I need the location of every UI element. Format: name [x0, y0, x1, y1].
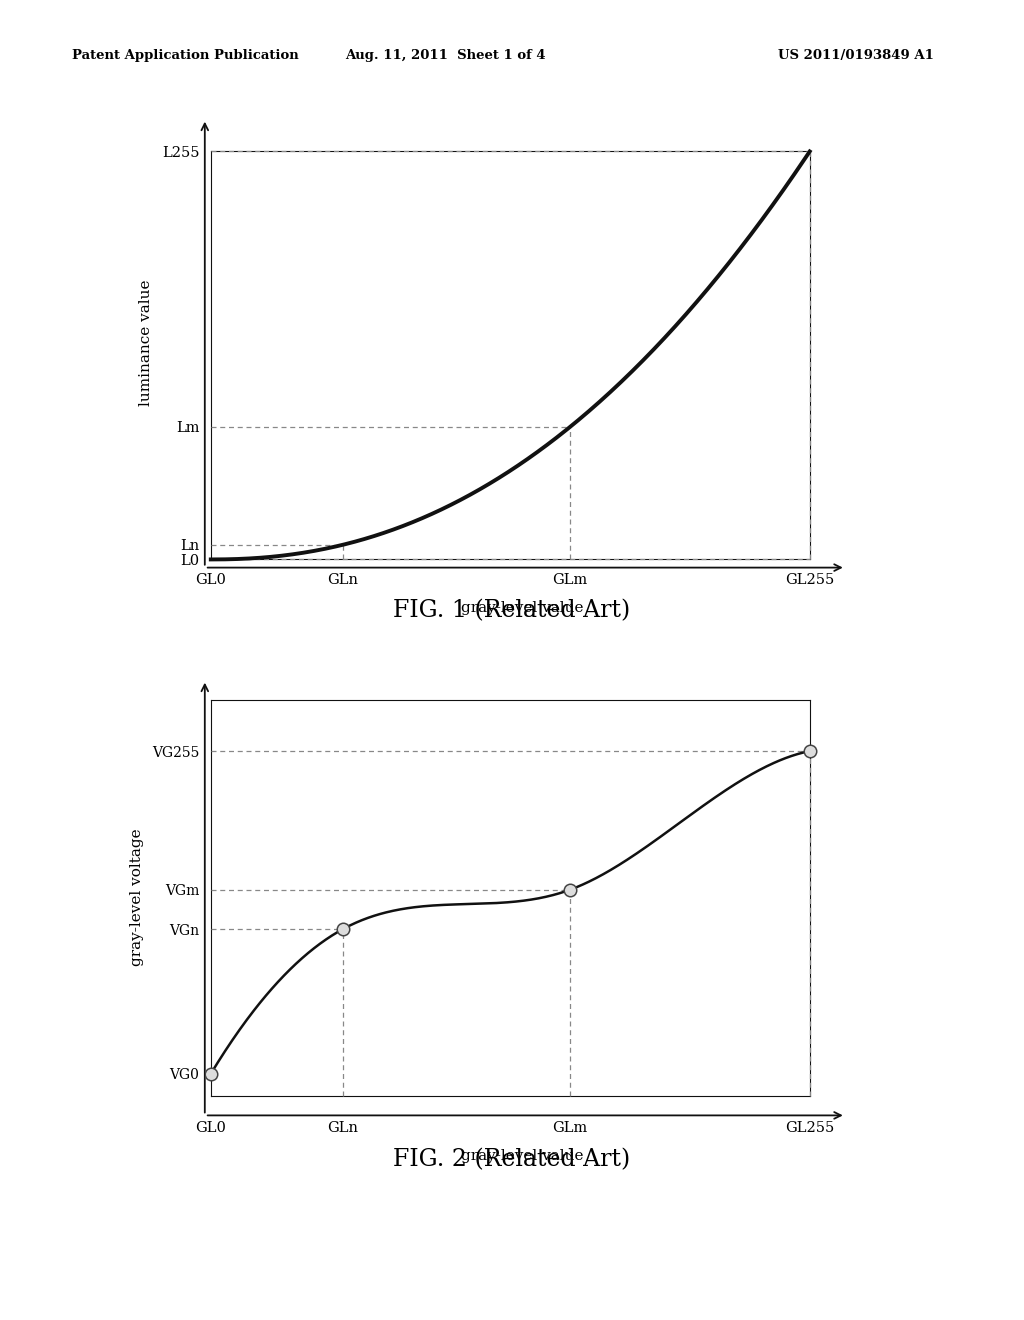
Text: Aug. 11, 2011  Sheet 1 of 4: Aug. 11, 2011 Sheet 1 of 4 — [345, 49, 546, 62]
Y-axis label: gray-level voltage: gray-level voltage — [130, 829, 143, 966]
Text: FIG. 1 (Related Art): FIG. 1 (Related Art) — [393, 599, 631, 622]
Text: Patent Application Publication: Patent Application Publication — [72, 49, 298, 62]
Text: FIG. 2 (Related Art): FIG. 2 (Related Art) — [393, 1148, 631, 1171]
Y-axis label: luminance value: luminance value — [139, 280, 154, 407]
X-axis label: gray-level value: gray-level value — [461, 601, 584, 615]
X-axis label: gray-level value: gray-level value — [461, 1148, 584, 1163]
Text: US 2011/0193849 A1: US 2011/0193849 A1 — [778, 49, 934, 62]
